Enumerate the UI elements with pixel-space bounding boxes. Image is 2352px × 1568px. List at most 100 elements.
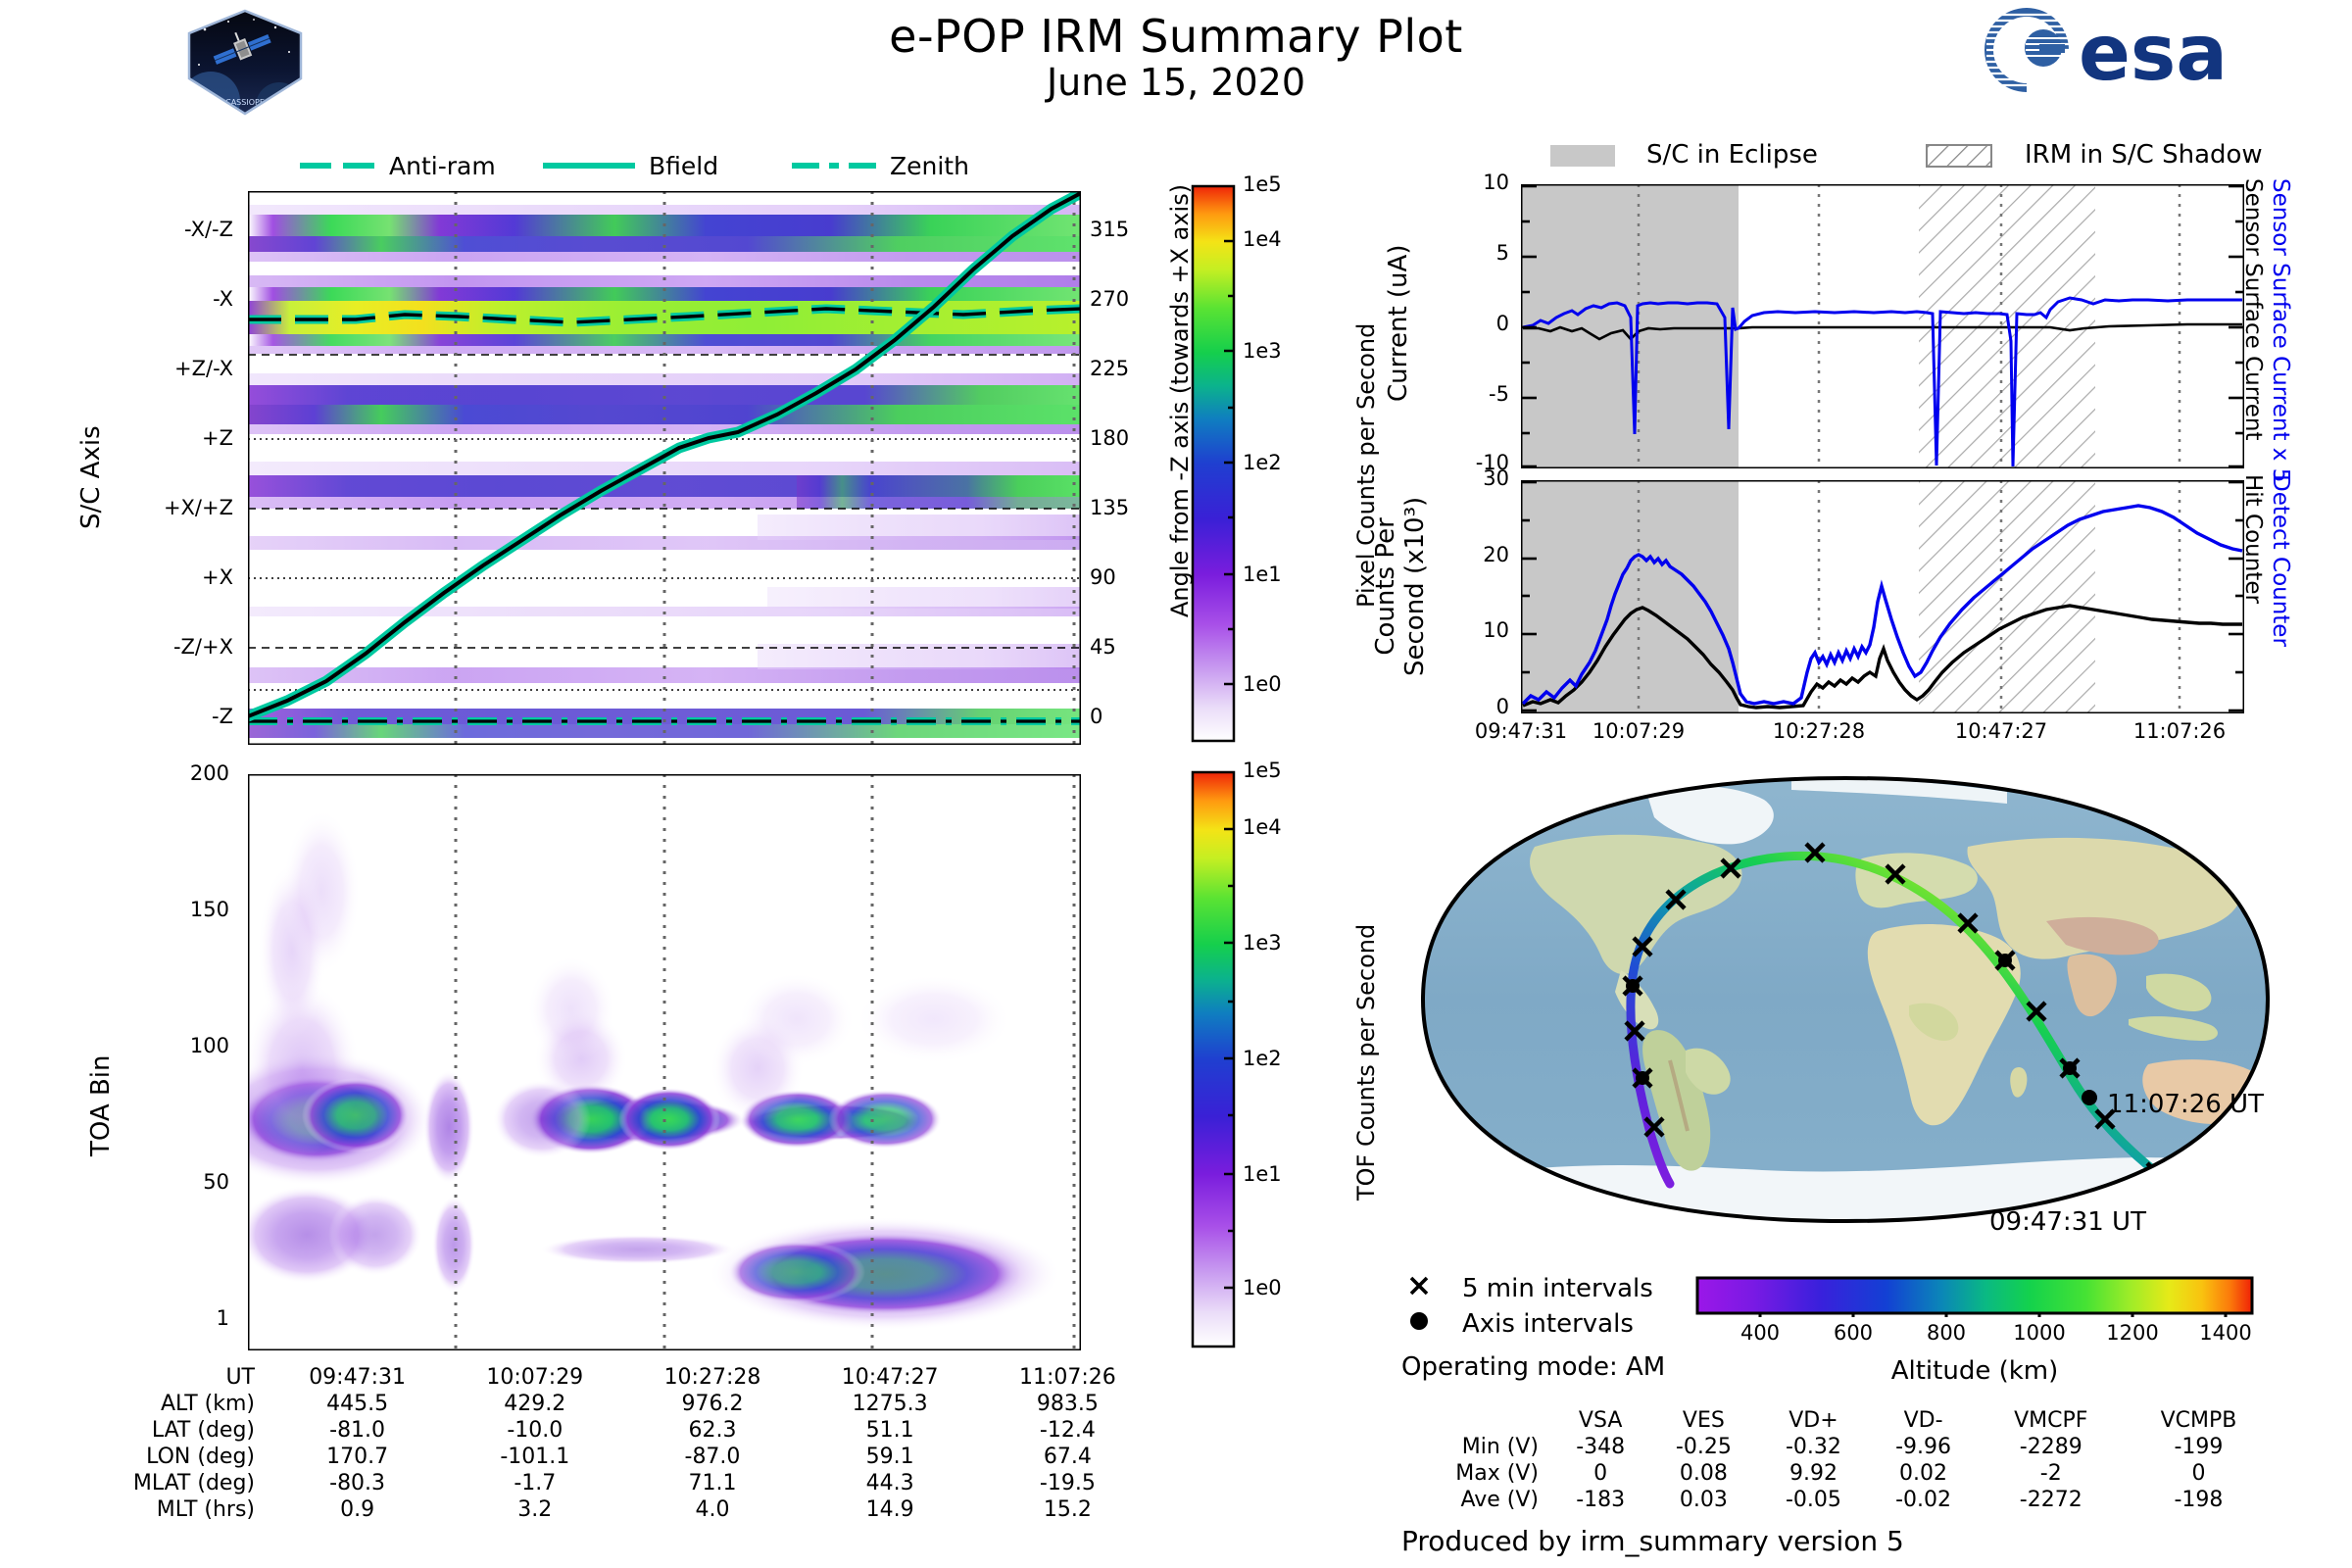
cnt-ytick-0: 0 [1495,695,1509,718]
table-row: LAT (deg) -81.0 -10.0 62.3 51.1 -12.4 [59,1417,1156,1444]
cnt-ytick-10: 10 [1483,618,1509,642]
row-label-max: Max (V) [1455,1461,1539,1486]
alt-tick-400: 400 [1740,1321,1781,1345]
counts-panel-yticks: 30 20 10 0 [1431,466,1513,718]
ytick-left-4: +X/+Z [163,496,233,519]
lat-2: 62.3 [688,1418,737,1443]
counts-ylabel-line2: Second (x10³) [1399,496,1430,676]
map-end-label: 11:07:26 UT [2107,1090,2264,1119]
tof-cbtick-1e3: 1e3 [1243,931,1282,955]
mlat-4: -19.5 [1039,1471,1096,1495]
xtick-3: 10:47:27 [1954,719,2048,743]
toa-panel-ylabel: TOA Bin [86,1054,116,1156]
counts-panel-xticks: 09:47:31 10:07:29 10:27:28 10:47:27 11:0… [1475,719,2244,755]
cbtick-1e5: 1e5 [1243,172,1282,196]
current-plot [1521,184,2244,468]
table-row: Min (V) -348 -0.25 -0.32 -9.96 -2289 -19… [1392,1434,2274,1460]
toa-spectrogram [248,774,1081,1350]
alt-tick-800: 800 [1926,1321,1967,1345]
mlat-0: -80.3 [329,1471,386,1495]
table-row: Ave (V) -183 0.03 -0.05 -0.02 -2272 -198 [1392,1487,2274,1513]
ytick-left-5: +X [202,565,233,589]
alt-4: 983.5 [1036,1392,1099,1416]
shade-legend [1548,137,2274,172]
alt-tick-1000: 1000 [2013,1321,2066,1345]
ephemeris-table: UT 09:47:31 10:07:29 10:27:28 10:47:27 1… [59,1364,1156,1523]
max-vmcpf: -2 [2039,1461,2062,1486]
lat-4: -12.4 [1039,1418,1096,1443]
current-panel-ylabel: Current (uA) [1384,244,1413,402]
min-ves: -0.25 [1675,1435,1732,1459]
ytick-right-0: 315 [1090,218,1130,241]
current-panel-yticks: 10 5 0 -5 -10 [1431,171,1513,474]
col-vsa: VSA [1578,1408,1623,1433]
table-header-row: VSA VES VD+ VD- VMCPF VCMPB [1392,1407,2274,1434]
min-vmcpf: -2289 [2019,1435,2082,1459]
ytick-right-7: 0 [1090,705,1103,728]
cnt-ytick-20: 20 [1483,543,1509,566]
angle-spectrogram [248,191,1081,745]
xtick-1: 10:07:29 [1592,719,1686,743]
table-row: ALT (km) 445.5 429.2 976.2 1275.3 983.5 [59,1391,1156,1417]
col-vdp: VD+ [1788,1408,1838,1433]
ut-1: 10:07:29 [486,1365,584,1390]
altitude-colorbar [1695,1276,2254,1317]
tof-cbtick-1e4: 1e4 [1243,815,1282,839]
track-end-marker [2082,1090,2097,1105]
svg-text:CASSIOPE: CASSIOPE [225,98,265,107]
ytick-left-3: +Z [202,426,233,450]
cbtick-1e0: 1e0 [1243,672,1282,696]
current-panel-right-label-blue: Sensor Surface Current x 5 [2268,178,2293,483]
toa-ytick-100: 100 [189,1034,229,1057]
cur-ytick-m10: -10 [1475,451,1509,474]
ut-4: 11:07:26 [1018,1365,1116,1390]
ytick-right-1: 270 [1090,287,1130,311]
ave-vdm: -0.02 [1895,1488,1952,1512]
shade-legend-label-shadow: IRM in S/C Shadow [2025,140,2263,170]
ytick-left-7: -Z [212,705,233,728]
ytick-right-2: 225 [1090,357,1130,380]
toa-panel-yticks: 200 150 100 50 1 [127,761,235,1350]
ave-ves: 0.03 [1679,1488,1728,1512]
max-vdp: 9.92 [1788,1461,1838,1486]
shade-legend-label-eclipse: S/C in Eclipse [1646,140,1818,170]
row-label-mlat: MLAT (deg) [132,1471,255,1495]
angle-panel-yticks-right: 315 270 225 180 135 90 45 0 [1090,191,1158,745]
cbtick-1e4: 1e4 [1243,227,1282,251]
voltage-corner-cell [1392,1407,1552,1434]
ytick-left-0: -X/-Z [184,218,233,241]
footer-produced-by: Produced by irm_summary version 5 [1401,1525,1904,1557]
cbtick-1e2: 1e2 [1243,451,1282,474]
ut-3: 10:47:27 [841,1365,939,1390]
angle-panel-ylabel-right: Angle from -Z axis (towards +X axis) [1166,183,1194,617]
mlt-1: 3.2 [517,1497,553,1522]
mlt-2: 4.0 [695,1497,730,1522]
ave-vsa: -183 [1576,1488,1626,1512]
alt-1: 429.2 [504,1392,566,1416]
cassiope-mission-patch: CASSIOPE [181,8,309,118]
page-subtitle: June 15, 2020 [1046,61,1306,104]
lon-3: 59.1 [865,1445,914,1469]
cbtick-1e3: 1e3 [1243,339,1282,363]
ut-0: 09:47:31 [309,1365,406,1390]
lon-2: -87.0 [684,1445,741,1469]
esa-logo: esa [1984,5,2328,95]
ytick-left-6: -Z/+X [172,635,233,659]
max-ves: 0.08 [1679,1461,1728,1486]
cur-ytick-5: 5 [1495,241,1509,265]
page-title: e-POP IRM Summary Plot [889,10,1463,63]
mlt-3: 14.9 [865,1497,914,1522]
min-vdm: -9.96 [1895,1435,1952,1459]
map-legend-label-axis: Axis intervals [1462,1309,1634,1339]
ytick-left-1: -X [213,287,233,311]
lat-1: -10.0 [507,1418,564,1443]
tof-cbtick-1e5: 1e5 [1243,759,1282,782]
col-ves: VES [1682,1408,1725,1433]
alt-tick-1400: 1400 [2199,1321,2252,1345]
altitude-colorbar-label: Altitude (km) [1890,1356,2059,1386]
mlat-3: 44.3 [865,1471,914,1495]
table-row: MLAT (deg) -80.3 -1.7 71.1 44.3 -19.5 [59,1470,1156,1496]
row-label-lon: LON (deg) [146,1445,255,1469]
svg-text:esa: esa [2079,10,2228,95]
legend-label-bfield: Bfield [649,152,719,180]
